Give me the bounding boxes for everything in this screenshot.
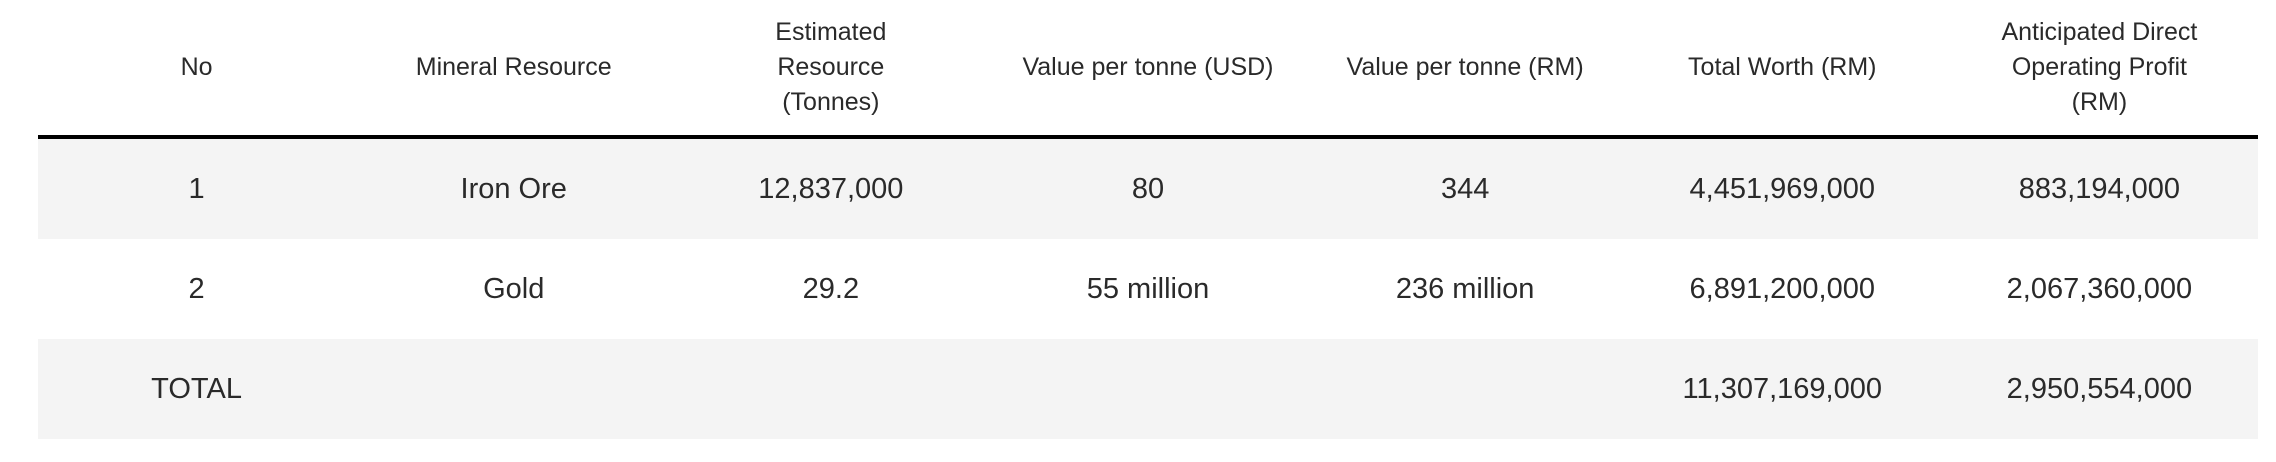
cell-estimated: 29.2 — [802, 272, 860, 305]
header-operating-profit: Anticipated Direct Operating Profit (RM) — [2001, 18, 2198, 116]
cell-total-worth: 4,451,969,000 — [1689, 172, 1875, 205]
cell-value-usd: 80 — [1131, 172, 1165, 205]
cell-total-worth: 6,891,200,000 — [1689, 272, 1875, 305]
cell-operating-profit: 2,950,554,000 — [2006, 372, 2193, 405]
table-row: 2 Gold 29.2 55 million 236 million 6,891… — [38, 239, 2258, 339]
header-value-usd: Value per tonne (USD) — [1022, 53, 1274, 81]
total-row: TOTAL 11,307,169,000 2,950,554,000 — [38, 339, 2258, 439]
header-estimated-resource: Estimated Resource (Tonnes) — [775, 18, 887, 116]
cell-no: 2 — [188, 272, 205, 305]
cell-mineral: Iron Ore — [460, 172, 567, 205]
cell-total-label: TOTAL — [151, 372, 242, 405]
table-row: 1 Iron Ore 12,837,000 80 344 4,451,969,0… — [38, 139, 2258, 239]
cell-mineral: Gold — [483, 272, 545, 305]
cell-estimated: 12,837,000 — [758, 172, 904, 205]
cell-total-worth: 11,307,169,000 — [1682, 372, 1882, 405]
mineral-resource-table: No Mineral Resource Estimated Resource (… — [38, 0, 2258, 439]
cell-value-rm: 236 million — [1395, 272, 1535, 305]
cell-no: 1 — [188, 172, 205, 205]
header-mineral-resource: Mineral Resource — [415, 53, 612, 81]
header-value-rm: Value per tonne (RM) — [1346, 53, 1584, 81]
header-total-worth: Total Worth (RM) — [1688, 53, 1877, 81]
table-header: No Mineral Resource Estimated Resource (… — [38, 0, 2258, 139]
cell-value-rm: 344 — [1440, 172, 1490, 205]
header-no: No — [180, 53, 213, 81]
cell-operating-profit: 883,194,000 — [2018, 172, 2181, 205]
cell-operating-profit: 2,067,360,000 — [2006, 272, 2193, 305]
cell-value-usd: 55 million — [1086, 272, 1210, 305]
